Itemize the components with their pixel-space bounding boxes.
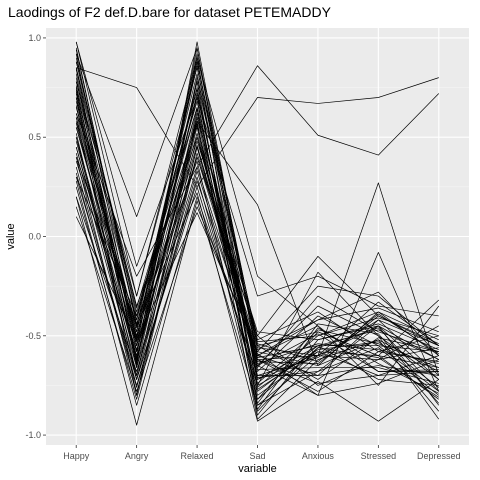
- series-line: [75, 69, 440, 390]
- series-line: [75, 122, 439, 400]
- series-line: [75, 41, 439, 317]
- x-tick-label: Stressed: [361, 451, 397, 461]
- y-axis-title: value: [5, 223, 17, 249]
- series-line: [76, 67, 439, 188]
- series-line: [75, 67, 439, 343]
- x-tick-label: Relaxed: [181, 451, 214, 461]
- series-line: [75, 127, 439, 351]
- plot-panel: [46, 28, 469, 445]
- series-line: [75, 113, 440, 412]
- x-axis-title: variable: [238, 463, 277, 475]
- series-line: [75, 127, 439, 347]
- series-line: [75, 212, 440, 353]
- series-line: [75, 65, 440, 277]
- series-line: [75, 166, 439, 392]
- x-tick-label: Happy: [63, 451, 90, 461]
- series-line: [75, 120, 439, 372]
- y-axis: 1.0 0.5 0.0 -0.5 -1.0: [25, 33, 46, 440]
- x-tick-label: Depressed: [417, 451, 461, 461]
- series-line: [75, 132, 439, 384]
- series-line: [75, 206, 439, 396]
- series-line: [75, 117, 440, 396]
- chart-title: Laodings of F2 def.D.bare for dataset PE…: [8, 4, 332, 20]
- y-tick-label: 1.0: [28, 33, 41, 43]
- y-tick-label: 0.5: [28, 132, 41, 142]
- y-tick-label: -0.5: [25, 331, 41, 341]
- y-tick-label: -1.0: [25, 430, 41, 440]
- y-tick-label: 0.0: [28, 232, 41, 242]
- series-lines: [75, 41, 440, 426]
- series-line: [75, 61, 439, 362]
- x-tick-label: Angry: [125, 451, 149, 461]
- series-line: [75, 77, 439, 364]
- series-line: [75, 137, 440, 380]
- x-tick-label: Sad: [249, 451, 265, 461]
- series-line: [75, 196, 439, 426]
- series-line: [75, 81, 440, 360]
- series-line: [75, 49, 439, 364]
- series-line: [75, 97, 440, 420]
- series-line: [75, 180, 439, 406]
- series-line: [75, 109, 439, 410]
- series-line: [75, 65, 440, 404]
- series-line: [75, 152, 439, 400]
- series-line: [75, 41, 440, 366]
- series-line: [75, 156, 439, 422]
- x-axis: Happy Angry Relaxed Sad Anxious Stressed Depre…: [63, 445, 461, 461]
- series-line: [75, 47, 439, 380]
- x-tick-label: Anxious: [302, 451, 335, 461]
- series-line: [75, 61, 439, 388]
- series-line: [75, 57, 440, 386]
